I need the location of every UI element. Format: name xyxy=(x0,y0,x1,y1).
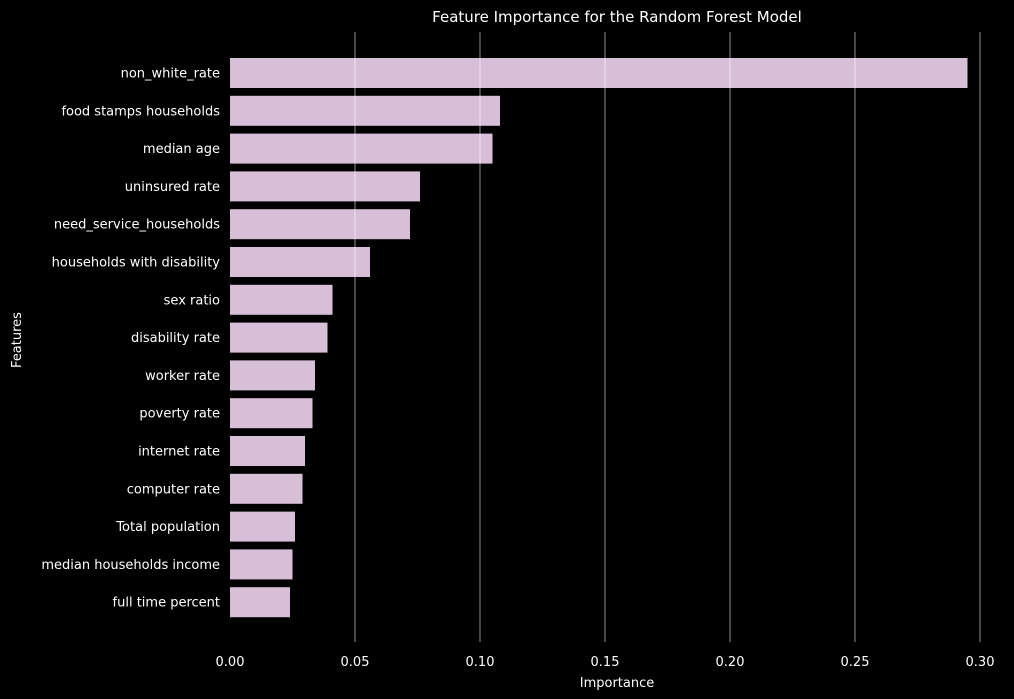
bar xyxy=(230,398,313,429)
x-tick-label: 0.15 xyxy=(591,655,620,670)
category-label: internet rate xyxy=(138,445,220,460)
bar xyxy=(230,284,333,315)
category-label: worker rate xyxy=(145,369,220,384)
bar xyxy=(230,473,303,504)
bar xyxy=(230,95,500,126)
category-label: computer rate xyxy=(127,482,220,497)
x-tick-label: 0.05 xyxy=(341,655,370,670)
category-label: uninsured rate xyxy=(125,180,220,195)
x-axis-label: Importance xyxy=(580,676,655,691)
x-tick-label: 0.10 xyxy=(466,655,495,670)
bar xyxy=(230,209,410,240)
category-label: median households income xyxy=(41,558,220,573)
bar xyxy=(230,549,293,580)
y-axis-label: Features xyxy=(10,312,25,368)
category-label: disability rate xyxy=(131,331,220,346)
category-label: households with disability xyxy=(52,256,221,271)
bar xyxy=(230,436,305,466)
grid-lines xyxy=(354,32,981,642)
bar xyxy=(230,587,290,618)
bar xyxy=(230,511,295,542)
chart-title: Feature Importance for the Random Forest… xyxy=(432,8,802,26)
x-tick-label: 0.00 xyxy=(216,655,245,670)
bar xyxy=(230,322,328,353)
bar xyxy=(230,133,493,164)
x-tick-label: 0.25 xyxy=(841,655,870,670)
x-tick-label: 0.30 xyxy=(966,655,995,670)
category-label: median age xyxy=(143,142,220,157)
category-label: full time percent xyxy=(113,596,220,611)
bar xyxy=(230,171,420,202)
category-label: sex ratio xyxy=(164,293,220,308)
bars xyxy=(230,58,968,618)
category-label: poverty rate xyxy=(139,407,220,422)
bar xyxy=(230,247,370,277)
x-tick-labels: 0.00 0.05 0.10 0.15 0.20 0.25 0.30 xyxy=(216,655,995,670)
x-tick-label: 0.20 xyxy=(716,655,745,670)
bar xyxy=(230,360,315,391)
category-label: need_service_households xyxy=(54,218,220,233)
bar xyxy=(230,58,968,88)
category-label: food stamps households xyxy=(61,104,220,119)
category-label: non_white_rate xyxy=(121,67,220,82)
category-label: Total population xyxy=(115,520,220,535)
